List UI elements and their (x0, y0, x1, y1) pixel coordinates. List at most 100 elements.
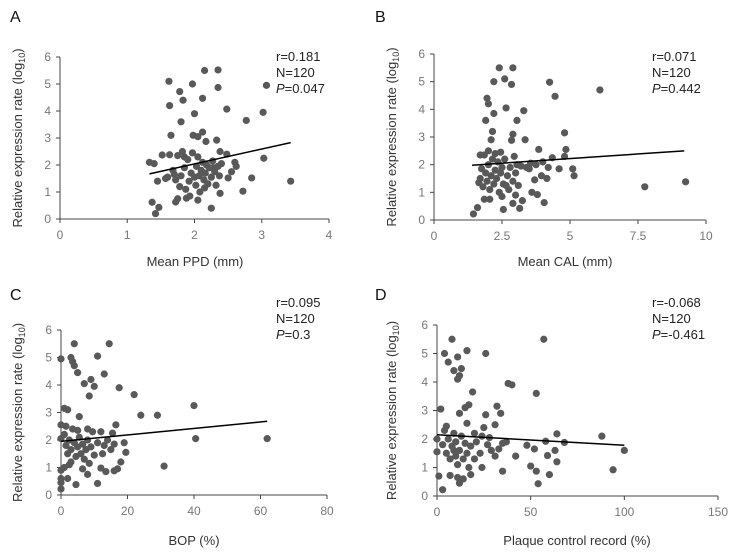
data-point (190, 402, 198, 410)
data-point (248, 174, 256, 182)
x-tick-label: 0 (434, 505, 441, 519)
data-point (65, 461, 73, 469)
data-point (224, 174, 232, 182)
data-point (105, 340, 113, 348)
data-point (437, 405, 445, 413)
y-tick-label: 5 (44, 77, 51, 91)
data-point (537, 172, 546, 180)
data-point (491, 421, 499, 429)
y-tick-label: 2 (44, 158, 51, 172)
data-point (444, 435, 452, 443)
data-point (528, 188, 536, 196)
data-point (70, 362, 78, 370)
trend-line (60, 420, 268, 443)
data-point (112, 421, 120, 429)
data-point (491, 452, 499, 460)
x-tick-label: 7.5 (630, 229, 647, 243)
data-point (259, 108, 267, 116)
data-point (455, 446, 464, 454)
data-point (555, 165, 563, 173)
data-point (444, 358, 452, 366)
stat-p: P=-0.461 (652, 327, 705, 342)
data-point (506, 163, 514, 172)
data-point (110, 440, 118, 448)
stat-n: N=120 (652, 65, 691, 80)
data-point (153, 177, 162, 185)
data-point (74, 369, 82, 377)
x-tick-label: 1 (124, 228, 131, 242)
data-point (166, 102, 174, 110)
data-point (502, 181, 510, 190)
data-point (463, 419, 471, 427)
data-point (192, 181, 200, 189)
data-point (93, 479, 102, 488)
data-point (487, 136, 495, 144)
data-point (553, 458, 561, 466)
stat-r: r=0.181 (276, 49, 320, 64)
data-point (484, 147, 492, 155)
data-point (172, 176, 180, 184)
data-point (200, 184, 209, 192)
data-point (497, 169, 505, 177)
data-point (190, 110, 199, 118)
data-point (480, 195, 488, 203)
data-point (518, 197, 527, 205)
data-point (478, 463, 486, 472)
y-tick-label: 4 (418, 102, 425, 116)
data-point (433, 448, 441, 456)
data-point (459, 455, 467, 463)
data-point (535, 145, 543, 154)
x-tick-label: 10 (699, 229, 713, 243)
y-tick-label: 3 (44, 131, 51, 145)
data-point (102, 468, 110, 476)
y-axis-label: Relative expression rate (log10) (384, 321, 401, 500)
data-point (532, 389, 540, 397)
stat-p: P=0.442 (652, 81, 701, 96)
data-point (177, 172, 185, 180)
data-point (553, 430, 561, 438)
data-point (511, 169, 520, 177)
data-point (194, 153, 202, 161)
data-point (215, 172, 223, 180)
data-point (532, 467, 540, 475)
data-point (158, 151, 166, 159)
data-point (488, 155, 497, 163)
data-point (641, 183, 649, 191)
data-point (209, 164, 217, 172)
data-point (62, 422, 70, 430)
data-point (487, 172, 495, 180)
data-point (492, 174, 501, 183)
data-point (454, 473, 462, 482)
data-point (207, 173, 215, 181)
data-point (212, 181, 220, 189)
data-point (70, 340, 78, 348)
data-point (216, 147, 224, 156)
data-point (60, 430, 68, 439)
data-point (534, 480, 542, 488)
data-point (570, 172, 578, 180)
data-point (174, 151, 182, 160)
data-point (232, 162, 240, 170)
data-point (459, 475, 467, 483)
data-point (262, 81, 271, 89)
data-point (57, 485, 65, 493)
data-point (170, 170, 178, 179)
data-point (544, 163, 552, 172)
data-point (239, 187, 247, 195)
data-point (455, 409, 464, 417)
data-point (93, 352, 102, 360)
x-axis-label: Mean CAL (mm) (518, 254, 613, 269)
x-tick-label: 0 (58, 504, 65, 518)
data-point (521, 136, 529, 144)
data-point (117, 458, 125, 466)
data-point (467, 471, 475, 479)
data-point (88, 428, 97, 436)
data-point (493, 402, 501, 410)
stat-r: r=-0.068 (652, 295, 701, 310)
data-point (511, 191, 520, 199)
data-point (508, 381, 516, 389)
data-point (503, 172, 512, 180)
data-point (198, 94, 207, 102)
x-axis-label: BOP (%) (168, 533, 219, 548)
data-point (87, 443, 95, 451)
